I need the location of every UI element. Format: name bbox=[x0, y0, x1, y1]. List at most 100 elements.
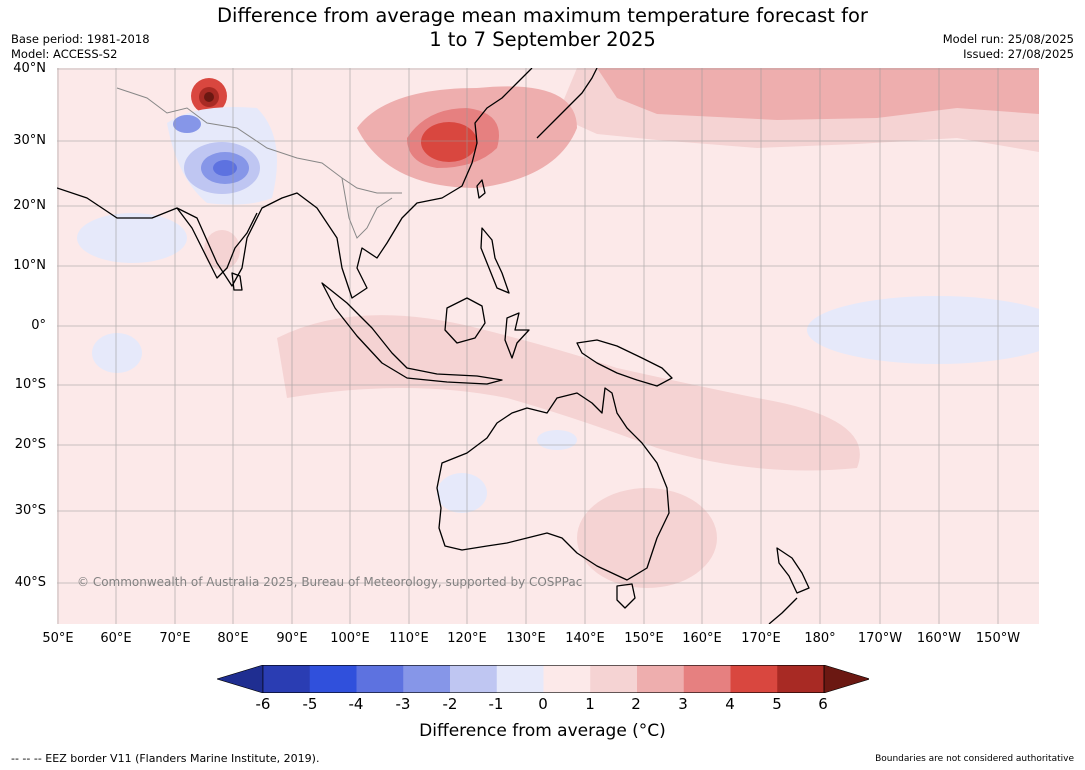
west-australia-cool bbox=[437, 473, 487, 513]
colorbar-segment bbox=[777, 665, 825, 693]
arabian-sea-cool bbox=[77, 213, 187, 263]
india-south-warm bbox=[204, 230, 240, 270]
asia-coast bbox=[57, 68, 533, 299]
colorbar-tick: 4 bbox=[725, 695, 735, 713]
colorbar-extend-high bbox=[823, 665, 869, 693]
title-line-2: 1 to 7 September 2025 bbox=[429, 28, 656, 51]
colorbar-segment bbox=[356, 665, 404, 693]
lat-label-20s: 20°S bbox=[14, 437, 46, 452]
philippines-coast bbox=[480, 227, 510, 294]
north-australia-cool bbox=[537, 430, 577, 450]
borneo-coast bbox=[444, 297, 486, 344]
colorbar-segment bbox=[637, 665, 685, 693]
australia-coast bbox=[436, 387, 670, 581]
colorbar-segment bbox=[683, 665, 731, 693]
colorbar-tick: -3 bbox=[395, 695, 411, 713]
lon-label-50e: 50°E bbox=[42, 631, 74, 646]
lat-label-20n: 20°N bbox=[13, 198, 46, 213]
model-text: Model: ACCESS-S2 bbox=[11, 47, 118, 61]
issued-text: Issued: 27/08/2025 bbox=[963, 47, 1074, 61]
lon-label-130e: 130°E bbox=[506, 631, 546, 646]
lon-label-170w: 170°W bbox=[857, 631, 903, 646]
lon-label-180: 180° bbox=[804, 631, 836, 646]
taiwan-coast bbox=[476, 179, 486, 199]
japan-coast bbox=[536, 68, 598, 139]
colorbar-segment bbox=[496, 665, 544, 693]
colorbar-tick: -6 bbox=[255, 695, 271, 713]
equatorial-pacific-cool bbox=[807, 296, 1039, 364]
lon-label-80e: 80°E bbox=[217, 631, 249, 646]
colorbar-tick: 5 bbox=[772, 695, 782, 713]
lon-label-160e: 160°E bbox=[682, 631, 722, 646]
lat-label-10n: 10°N bbox=[13, 258, 46, 273]
title-line-1: Difference from average mean maximum tem… bbox=[217, 4, 868, 27]
map-title: Difference from average mean maximum tem… bbox=[0, 4, 1085, 52]
colorbar-segment bbox=[730, 665, 778, 693]
colorbar-tick: -1 bbox=[488, 695, 504, 713]
lat-label-10s: 10°S bbox=[14, 377, 46, 392]
meta-left: Base period: 1981-2018 Model: ACCESS-S2 bbox=[11, 32, 150, 62]
lon-label-70e: 70°E bbox=[159, 631, 191, 646]
colorbar-segment bbox=[450, 665, 498, 693]
copyright-watermark: © Commonwealth of Australia 2025, Bureau… bbox=[77, 575, 582, 589]
lat-label-30s: 30°S bbox=[14, 503, 46, 518]
lon-label-100e: 100°E bbox=[330, 631, 370, 646]
colorbar-tick: 1 bbox=[585, 695, 595, 713]
meta-right: Model run: 25/08/2025 Issued: 27/08/2025 bbox=[943, 32, 1074, 62]
north-pacific-warm-core bbox=[597, 68, 1039, 120]
east-australia-warm bbox=[577, 488, 717, 588]
colorbar-tick: 2 bbox=[631, 695, 641, 713]
india-cool-peak bbox=[213, 160, 237, 176]
anomaly-shading bbox=[77, 68, 1039, 588]
colorbar-label: Difference from average (°C) bbox=[419, 721, 666, 741]
footer-eez-note: -- -- -- EEZ border V11 (Flanders Marine… bbox=[11, 752, 320, 765]
south-indian-cool bbox=[92, 333, 142, 373]
colorbar-segments bbox=[217, 665, 869, 693]
model-run-text: Model run: 25/08/2025 bbox=[942, 32, 1074, 46]
south-asia-borders bbox=[116, 87, 402, 194]
mainland-se-asia-borders bbox=[341, 177, 393, 239]
base-period-text: Base period: 1981-2018 bbox=[11, 32, 150, 46]
colorbar-segment bbox=[309, 665, 357, 693]
pakistan-cool bbox=[173, 115, 201, 133]
colorbar-tick: 3 bbox=[678, 695, 688, 713]
east-asia-hotspot bbox=[421, 122, 477, 162]
new-zealand-coast bbox=[768, 547, 810, 624]
colorbar-segment bbox=[543, 665, 591, 693]
tasmania-coast bbox=[616, 583, 636, 609]
lon-label-170e: 170°E bbox=[741, 631, 781, 646]
colorbar-tick: 6 bbox=[818, 695, 828, 713]
new-guinea-coast bbox=[576, 339, 673, 387]
colorbar-tick: 0 bbox=[538, 695, 548, 713]
sumatra-java-coast bbox=[321, 282, 503, 385]
colorbar-frame bbox=[262, 665, 825, 693]
country-borders bbox=[116, 87, 402, 239]
colorbar-tick: -2 bbox=[442, 695, 458, 713]
maritime-warm bbox=[277, 315, 860, 471]
lon-label-140e: 140°E bbox=[565, 631, 605, 646]
lon-label-120e: 120°E bbox=[447, 631, 487, 646]
lat-label-40n: 40°N bbox=[13, 61, 46, 76]
colorbar-tick: -4 bbox=[348, 695, 364, 713]
footer-boundaries-note: Boundaries are not considered authoritat… bbox=[875, 754, 1074, 764]
lat-label-30n: 30°N bbox=[13, 133, 46, 148]
lat-label-40s: 40°S bbox=[14, 575, 46, 590]
lon-label-90e: 90°E bbox=[276, 631, 308, 646]
colorbar-segment bbox=[263, 665, 311, 693]
graticule bbox=[57, 68, 1039, 624]
lat-label-equator: 0° bbox=[31, 318, 46, 333]
lon-label-60e: 60°E bbox=[100, 631, 132, 646]
himalaya-hotpeak bbox=[204, 92, 214, 102]
lon-label-160w: 160°W bbox=[916, 631, 962, 646]
colorbar bbox=[217, 665, 869, 693]
lon-label-150e: 150°E bbox=[624, 631, 664, 646]
coastlines bbox=[57, 68, 810, 624]
sulawesi-coast bbox=[504, 312, 530, 359]
colorbar-segment bbox=[590, 665, 638, 693]
colorbar-extend-low bbox=[217, 665, 264, 693]
forecast-map: © Commonwealth of Australia 2025, Bureau… bbox=[57, 68, 1039, 624]
colorbar-tick: -5 bbox=[302, 695, 318, 713]
colorbar-segment bbox=[403, 665, 451, 693]
sri-lanka-coast bbox=[231, 272, 243, 291]
lon-label-110e: 110°E bbox=[389, 631, 429, 646]
